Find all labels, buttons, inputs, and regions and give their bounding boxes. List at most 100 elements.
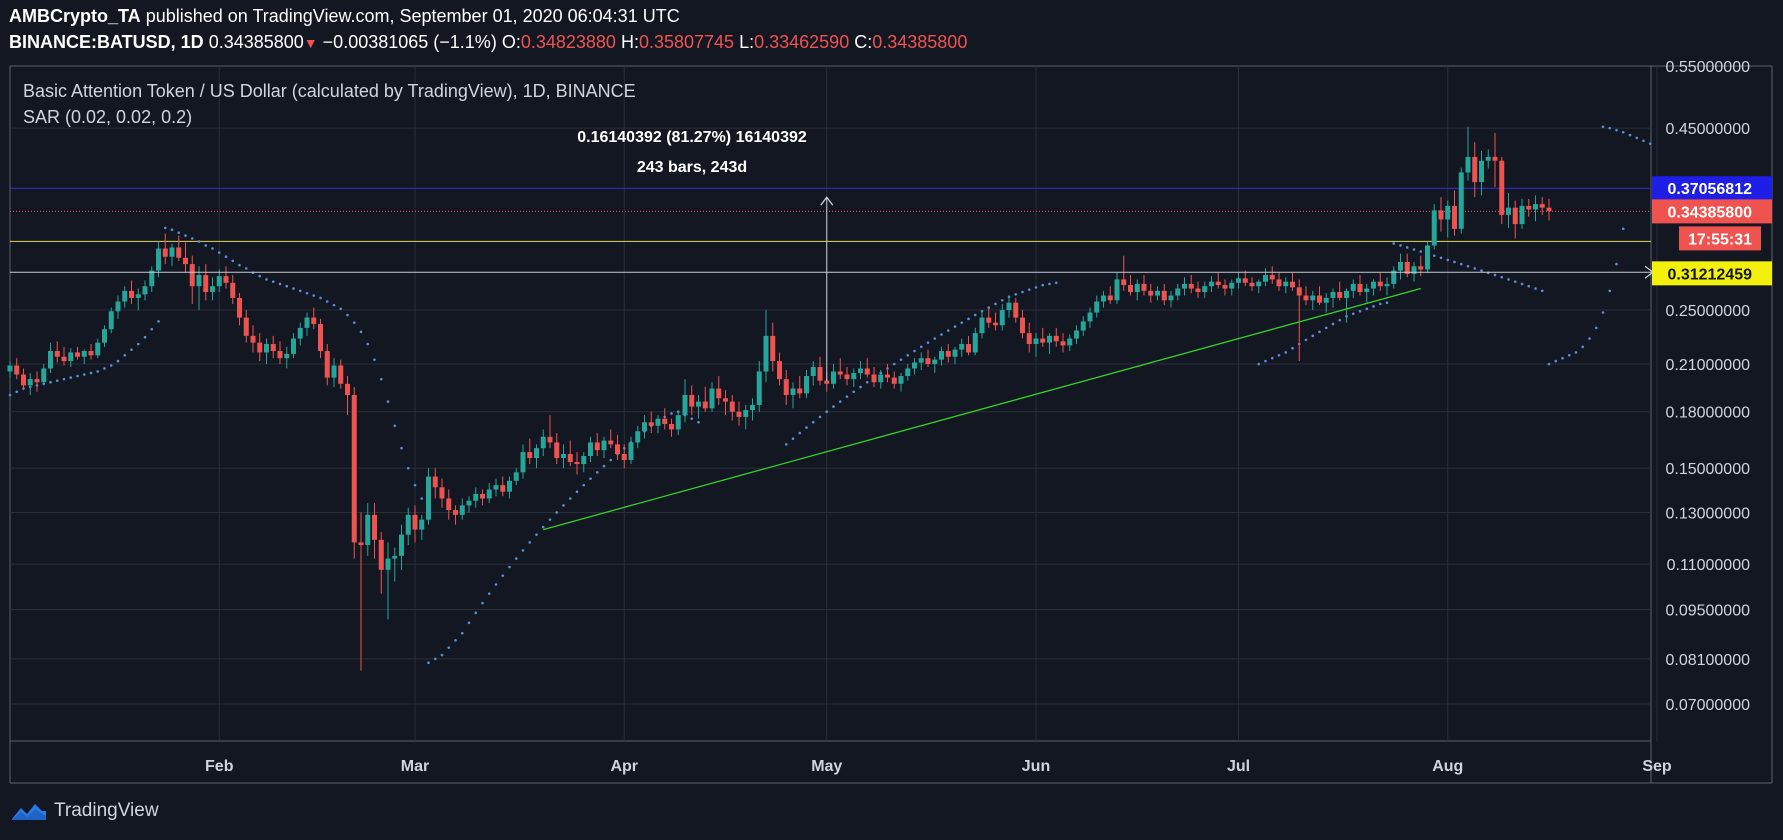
candle-body [1161,290,1167,301]
y-tick-label: 0.11000000 [1667,557,1750,574]
sar-dot [1014,293,1018,296]
candle-body [351,394,357,543]
candle-body [95,342,101,356]
candle-body [68,352,74,362]
sar-dot [859,385,862,389]
sar-dot [501,574,505,577]
sar-dot [433,657,437,661]
candle-body [783,379,789,395]
candle-body [601,440,607,451]
measure-arrow-icon [820,196,834,206]
sar-dot [595,471,599,474]
sar-dot [379,377,383,381]
sar-dot [582,483,586,487]
sar-dot [109,364,113,367]
candle-body [1492,156,1498,161]
candle-body [378,539,384,570]
sar-dot [305,291,309,295]
candle-body [534,448,539,459]
candle-body [480,493,485,499]
sar-dot [1480,269,1483,272]
candle-body [142,286,148,295]
candle-body [1431,210,1437,246]
price-change: −0.00381065 (−1.1%) [322,32,497,52]
candle-body [466,500,472,506]
candle-body [1188,283,1194,289]
x-tick-label: Sep [1642,758,1672,775]
sar-dot [184,234,187,237]
sar-dot [1304,338,1308,342]
candle-body [1404,261,1410,274]
candle-body [1438,210,1444,220]
candle-body [405,514,411,535]
candle-body [1006,302,1012,311]
measure-label-bars: 243 bars, 243d [637,159,747,176]
candle-body [446,498,452,511]
sar-dot [1000,298,1004,302]
candle-body [1229,282,1235,289]
last-price-label: 0.34385800 [1667,204,1752,221]
sar-dot [62,377,66,381]
candle-body [574,462,580,465]
sar-dots [8,125,1652,665]
down-arrow-icon: ▼ [303,35,318,51]
sar-dot [535,533,538,536]
price-chart[interactable]: 0.55000000 0.45000000 0.25000000 0.21000000… [0,0,1783,795]
candle-body [1080,321,1086,331]
candle-body [176,247,182,258]
y-tick-label: 0.55000000 [1665,59,1750,76]
candle-body [729,401,735,412]
x-tick-label: May [811,758,842,775]
candle-body [216,276,222,287]
sar-dot [805,426,808,429]
candle-body [1317,295,1322,303]
tradingview-logo-icon[interactable] [10,800,48,822]
candle-body [1391,270,1397,284]
candle-body [790,388,796,395]
candle-body [1013,302,1019,318]
sar-dot [1034,286,1038,289]
candle-body [567,454,573,463]
sar-dot [1372,305,1375,308]
sar-dot [136,342,140,346]
tradingview-brand[interactable]: TradingView [54,800,159,821]
sar-dot [1466,264,1470,268]
sar-dot [1473,267,1477,270]
sar-dot [1534,287,1537,290]
candle-body [439,487,445,499]
sar-dot [460,631,464,635]
candle-body [14,365,20,375]
sar-dot [454,639,457,642]
candle-body [810,366,816,377]
candle-body [858,368,863,373]
sar-dot [319,296,322,300]
candle-body [770,335,776,362]
sar-dot [1567,353,1571,357]
sar-dot [271,280,275,283]
sar-dot [562,504,565,507]
candle-body [1465,156,1471,173]
candle-body [210,286,215,293]
sar-dot [697,420,700,424]
high-label: H: [620,32,639,52]
candle-body [223,276,229,283]
candle-body [88,351,94,356]
candle-body [1053,335,1059,342]
candle-body [493,485,499,490]
last-price: 0.34385800 [208,32,304,52]
sar-dot [1277,353,1281,357]
y-tick-label: 0.08100000 [1665,652,1750,669]
candle-body [297,327,303,339]
author-name[interactable]: AMBCrypto_TA [9,6,141,26]
sar-indicator-label[interactable]: SAR (0.02, 0.02, 0.2) [23,107,192,127]
sar-dot [447,646,451,649]
candle-body [135,294,141,298]
sar-dot [1540,289,1544,293]
sar-dot [798,431,802,435]
sar-dot [76,374,79,378]
sar-dot [1378,302,1382,306]
candle-body [959,344,965,350]
candle-body [878,374,884,383]
sar-dot [953,325,957,328]
candle-body [1114,279,1120,301]
